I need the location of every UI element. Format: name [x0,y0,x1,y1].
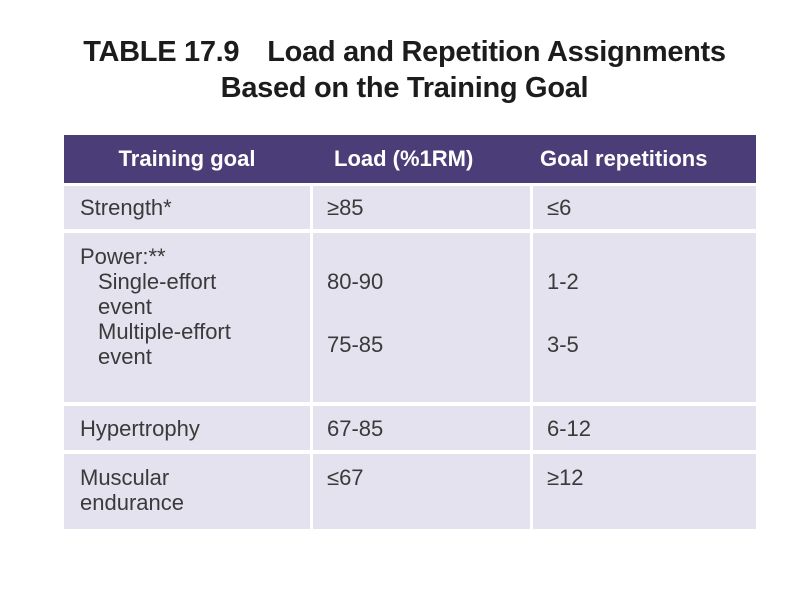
cell-load: 80-90 75-85 [310,233,530,406]
table-body: Strength* ≥85 ≤6 Power:** Single-effort e… [64,186,756,529]
table-number: TABLE 17.9 [83,36,240,68]
cell-load: 67-85 [310,406,530,454]
power-label: Power:** [80,244,166,269]
endurance-line2: endurance [80,490,184,515]
multiple-effort-line2: event [98,344,152,369]
data-table: Training goal Load (%1RM) Goal repetitio… [64,135,756,529]
cell-reps: 6-12 [530,406,756,454]
cell-goal: Strength* [64,186,310,233]
single-effort-line2: event [98,294,152,319]
multiple-effort-label: Multiple-effort event [80,319,310,369]
cell-goal: Muscular endurance [64,454,310,529]
cell-load: ≥85 [310,186,530,233]
single-effort-load: 80-90 [327,269,384,294]
table-caption: TABLE 17.9 Load and Repetition Assignment… [0,34,809,106]
cell-reps: 1-2 3-5 [530,233,756,406]
cell-load: ≤67 [310,454,530,529]
table-header: Training goal Load (%1RM) Goal repetitio… [64,135,756,186]
header-load: Load (%1RM) [310,135,530,186]
cell-reps: ≥12 [530,454,756,529]
single-effort-line1: Single-effort [98,269,217,294]
multiple-effort-load: 75-85 [327,332,384,357]
endurance-line1: Muscular [80,465,170,490]
caption-title-part-2: Based on the Training Goal [220,72,589,104]
table-row: Strength* ≥85 ≤6 [64,186,756,233]
table-row: Muscular endurance ≤67 ≥12 [64,454,756,529]
caption-line-1: TABLE 17.9 Load and Repetition Assignment… [0,34,809,70]
header-goal-repetitions: Goal repetitions [530,135,756,186]
single-effort-reps: 1-2 [547,269,579,294]
table-row: Power:** Single-effort event Multiple-eff… [64,233,756,406]
cell-goal: Hypertrophy [64,406,310,454]
multiple-effort-reps: 3-5 [547,332,579,357]
table-row: Hypertrophy 67-85 6-12 [64,406,756,454]
cell-goal: Power:** Single-effort event Multiple-eff… [64,233,310,406]
header-row: Training goal Load (%1RM) Goal repetitio… [64,135,756,186]
multiple-effort-line1: Multiple-effort [98,319,231,344]
single-effort-label: Single-effort event [80,269,310,319]
cell-reps: ≤6 [530,186,756,233]
header-training-goal: Training goal [64,135,310,186]
training-goal-table: Training goal Load (%1RM) Goal repetitio… [64,135,756,542]
caption-title-part-1: Load and Repetition Assignments [267,36,726,68]
